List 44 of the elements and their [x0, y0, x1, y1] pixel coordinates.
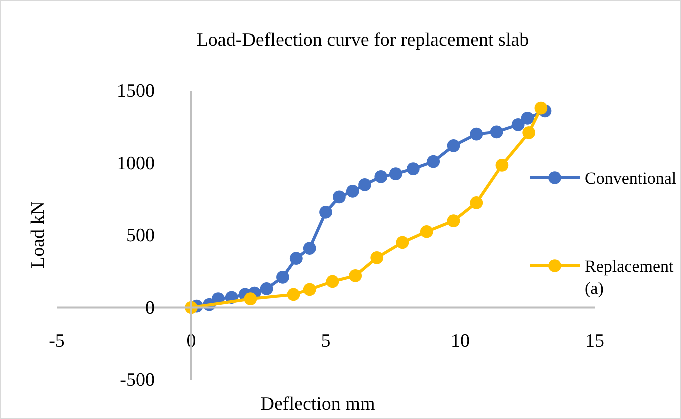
legend-label: Conventional [585, 169, 677, 188]
point [406, 162, 420, 176]
point [390, 168, 402, 181]
point [276, 270, 290, 284]
point [470, 128, 484, 141]
point [374, 170, 388, 184]
y-tick-label: 0 [146, 298, 155, 319]
point [370, 251, 384, 264]
x-tick-label: 5 [321, 331, 331, 352]
x-tick-label: 15 [586, 331, 604, 352]
point [358, 178, 372, 192]
y-tick-label: 1000 [117, 153, 155, 174]
x-tick-label: -5 [49, 331, 65, 352]
point [420, 225, 434, 238]
legend-label: Replacement (a) [585, 257, 674, 298]
point [447, 214, 460, 228]
chart-title: Load-Deflection curve for replacement slab [196, 30, 530, 51]
point [447, 139, 460, 152]
point [349, 270, 362, 282]
x-axis-title: Deflection mm [260, 394, 376, 415]
point [303, 283, 316, 296]
point [496, 158, 509, 172]
point [427, 155, 440, 168]
point [333, 190, 346, 204]
point [396, 236, 410, 250]
y-tick-label: 500 [126, 226, 155, 247]
point [534, 102, 548, 115]
point [522, 126, 536, 140]
point [320, 206, 332, 219]
point [244, 292, 258, 306]
point [290, 252, 303, 266]
point [303, 242, 316, 255]
point [512, 118, 525, 132]
y-tick-label: 1500 [117, 81, 155, 102]
x-tick-label: 10 [451, 331, 470, 352]
point [287, 288, 300, 302]
y-tick-label: -500 [120, 370, 155, 392]
y-axis-title: Load kN [28, 201, 49, 269]
point [346, 185, 360, 198]
point [521, 112, 534, 125]
point [326, 275, 340, 288]
point [490, 126, 504, 139]
point [260, 282, 274, 296]
point [470, 196, 484, 210]
